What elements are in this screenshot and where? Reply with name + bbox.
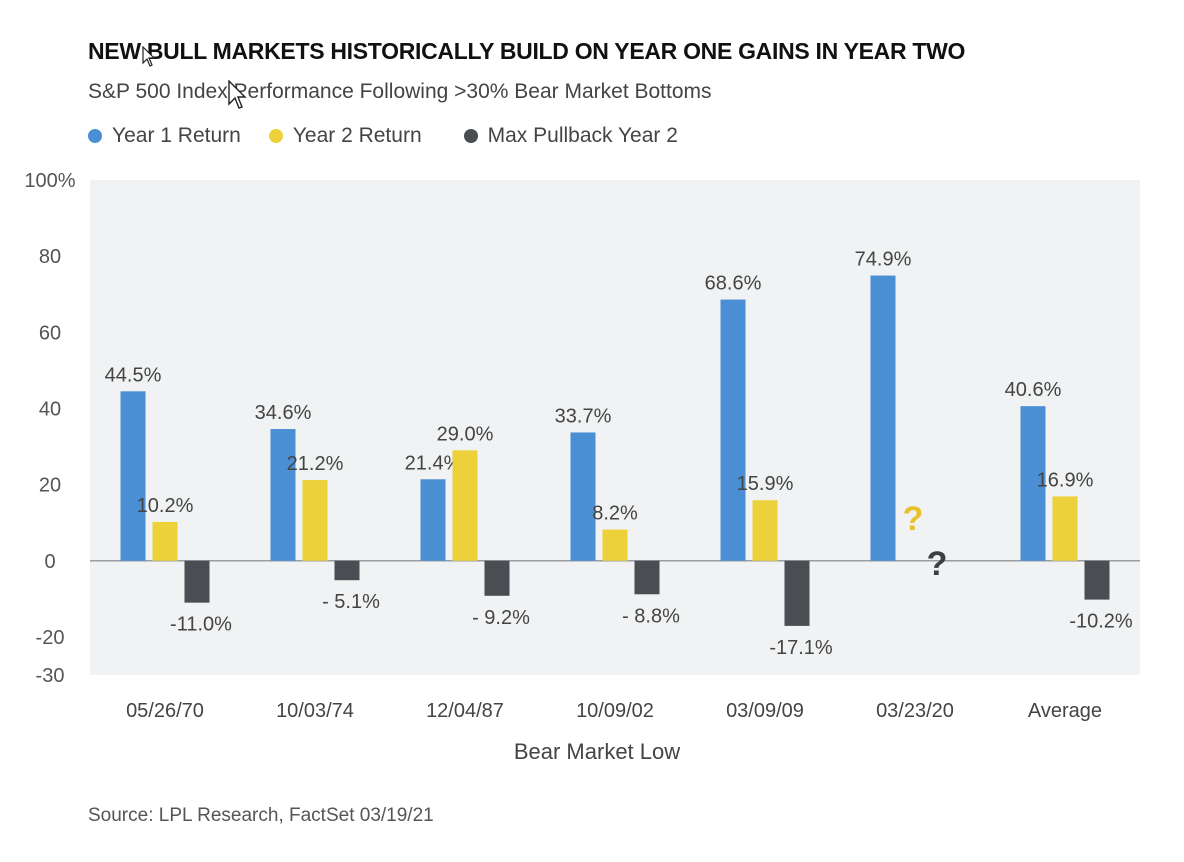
y-tick-label: 100% bbox=[24, 170, 75, 192]
year1-bar bbox=[1020, 406, 1046, 561]
data-label: - 9.2% bbox=[472, 607, 530, 629]
pullback-bar bbox=[1084, 560, 1110, 600]
year1-bar bbox=[570, 432, 596, 561]
data-label: -11.0% bbox=[170, 614, 232, 636]
plot-area bbox=[90, 180, 1140, 675]
y-tick-label: 80 bbox=[39, 246, 61, 268]
data-label: -10.2% bbox=[1069, 611, 1133, 633]
legend-label-year1: Year 1 Return bbox=[112, 124, 241, 147]
year1-bar bbox=[120, 391, 146, 561]
pullback-bar bbox=[184, 560, 210, 603]
year1-bar bbox=[420, 479, 446, 561]
y-tick-label: 20 bbox=[39, 475, 61, 497]
data-label: 33.7% bbox=[555, 405, 612, 427]
year1-bar bbox=[720, 299, 746, 561]
year2-bar bbox=[452, 450, 478, 561]
mouse-pointer-icon bbox=[228, 80, 247, 109]
data-label: 21.4% bbox=[405, 452, 462, 474]
pullback-bar bbox=[634, 560, 660, 595]
pullback-bar bbox=[334, 560, 360, 581]
legend-swatch-year2 bbox=[268, 129, 283, 143]
year2-bar bbox=[152, 521, 178, 561]
data-label: 68.6% bbox=[705, 273, 762, 295]
data-label: 40.6% bbox=[1005, 379, 1062, 401]
unknown-question-mark: ? bbox=[927, 545, 948, 583]
x-axis-title: Bear Market Low bbox=[514, 739, 680, 764]
year2-bar bbox=[602, 529, 628, 561]
data-label: 16.9% bbox=[1037, 469, 1094, 491]
year1-bar bbox=[870, 275, 896, 561]
legend-item-pullback: Max Pullback Year 2 bbox=[463, 124, 678, 148]
unknown-question-mark: ? bbox=[903, 500, 924, 538]
data-label: - 5.1% bbox=[322, 591, 380, 613]
data-label: -17.1% bbox=[769, 637, 833, 659]
pullback-bar bbox=[784, 560, 810, 626]
data-label: 44.5% bbox=[105, 364, 162, 386]
y-tick-label: -30 bbox=[36, 665, 65, 687]
y-tick-label: 60 bbox=[39, 322, 61, 344]
source-note: Source: LPL Research, FactSet 03/19/21 bbox=[88, 805, 434, 826]
y-tick-label: 40 bbox=[39, 398, 61, 420]
data-label: 15.9% bbox=[737, 473, 794, 495]
x-tick-label: 03/23/20 bbox=[876, 700, 954, 722]
legend-label-year2: Year 2 Return bbox=[292, 124, 422, 147]
chart-title: NEW BULL MARKETS HISTORICALLY BUILD ON Y… bbox=[88, 38, 966, 64]
x-tick-label: 10/03/74 bbox=[276, 700, 354, 722]
data-label: - 8.8% bbox=[622, 605, 680, 627]
legend-item-year2: Year 2 Return bbox=[268, 124, 422, 148]
year2-bar bbox=[302, 480, 328, 561]
x-tick-label: 12/04/87 bbox=[426, 700, 504, 722]
year2-bar bbox=[1052, 496, 1078, 561]
legend-swatch-year1 bbox=[88, 129, 102, 143]
year1-bar bbox=[270, 429, 296, 561]
data-label: 74.9% bbox=[855, 249, 912, 271]
y-tick-label: 0 bbox=[44, 551, 55, 573]
data-label: 34.6% bbox=[255, 402, 312, 424]
legend: Year 1 Return Year 2 Return Max Pullback… bbox=[88, 124, 678, 148]
x-tick-label: 03/09/09 bbox=[726, 700, 804, 722]
x-tick-label: Average bbox=[1028, 700, 1102, 722]
year2-bar bbox=[752, 500, 778, 561]
legend-label-pullback: Max Pullback Year 2 bbox=[487, 124, 678, 147]
data-label: 8.2% bbox=[592, 503, 638, 525]
pullback-bar bbox=[484, 560, 510, 596]
data-label: 10.2% bbox=[137, 495, 194, 517]
x-tick-label: 10/09/02 bbox=[576, 700, 654, 722]
x-tick-label: 05/26/70 bbox=[126, 700, 204, 722]
legend-item-year1: Year 1 Return bbox=[88, 124, 241, 148]
data-label: 29.0% bbox=[437, 423, 494, 445]
legend-swatch-pullback bbox=[463, 129, 478, 143]
y-tick-label: -20 bbox=[36, 627, 65, 649]
data-label: 21.2% bbox=[287, 453, 344, 475]
mouse-pointer-icon bbox=[142, 46, 156, 67]
